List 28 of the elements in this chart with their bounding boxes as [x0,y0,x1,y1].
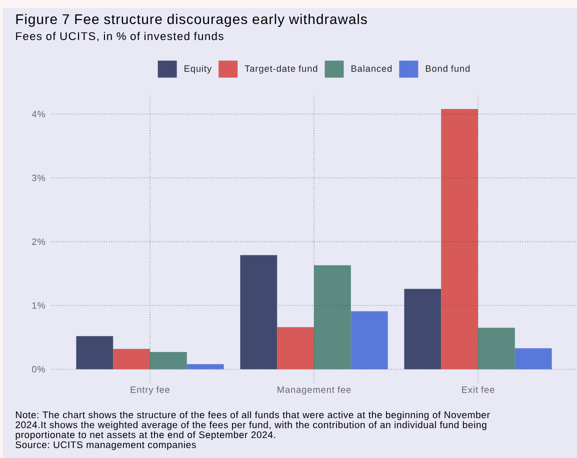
y-tick-label: 2% [32,238,46,245]
bar [350,311,388,370]
bar [113,348,150,370]
bar [478,328,515,370]
bar [150,352,187,370]
bar [277,327,314,370]
y-tick-label: 1% [32,302,46,309]
y-tick-label: 3% [32,174,46,182]
legend-label: Balanced [352,65,392,72]
legend-label: Equity [184,65,212,74]
bar [404,288,442,370]
y-tick-label: 4% [32,110,46,118]
x-tick-label: Entry fee [130,386,170,395]
legend-label: Target-date fund [244,65,318,74]
bar [441,109,478,370]
bar [186,364,224,370]
text: Note: The chart shows the structure of the fees of all funds that were active at the beginning of November 2024.It shows the weighted average of the fees per fund, with the contribution of an individual fund being proportionate to net assets at the end of September 2024. [16,411,490,440]
bar [514,348,552,370]
bar [76,336,114,370]
chart-subtitle: Fees of UCITS, in % of invested funds [16,32,224,42]
x-tick-label: Management fee [278,386,351,395]
chart-title: Figure 7 Fee structure discourages early withdrawals [16,14,367,27]
y-tick-label: 0% [32,366,46,372]
bar [314,265,351,370]
source-note: Source: UCITS management companies [16,441,196,450]
legend-label: Bond fund [426,65,470,72]
x-tick-label: Exit fee [462,386,494,393]
bar [240,255,278,370]
